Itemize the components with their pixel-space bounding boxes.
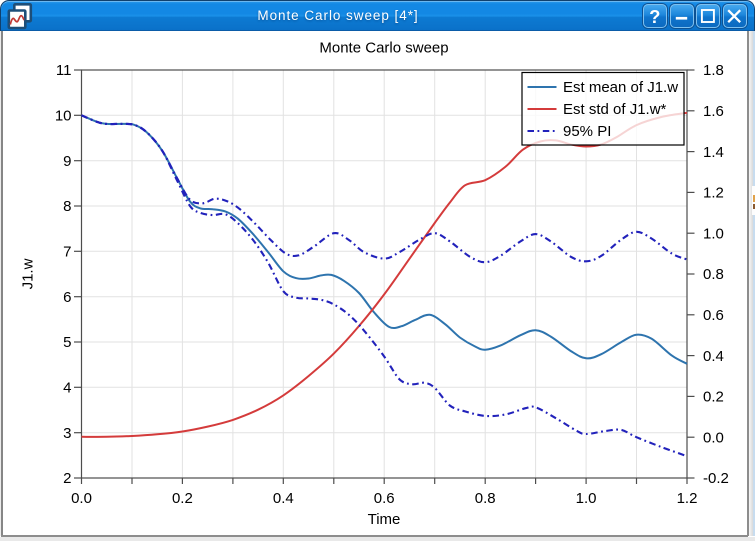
- svg-text:Monte Carlo sweep: Monte Carlo sweep: [319, 40, 448, 57]
- svg-text:4: 4: [63, 380, 71, 397]
- svg-text:1.6: 1.6: [703, 103, 724, 120]
- svg-text:5: 5: [63, 334, 71, 351]
- svg-text:0.8: 0.8: [475, 490, 496, 507]
- svg-text:0.2: 0.2: [172, 490, 193, 507]
- svg-text:Est mean of J1.w: Est mean of J1.w: [563, 79, 678, 96]
- svg-text:0.6: 0.6: [703, 307, 724, 324]
- svg-text:Est std of J1.w*: Est std of J1.w*: [563, 101, 667, 118]
- svg-text:0.6: 0.6: [374, 490, 395, 507]
- svg-text:1.0: 1.0: [576, 490, 597, 507]
- svg-text:9: 9: [63, 153, 71, 170]
- svg-text:0.2: 0.2: [703, 389, 724, 406]
- svg-text:1.2: 1.2: [677, 490, 698, 507]
- svg-text:95% PI: 95% PI: [563, 123, 611, 140]
- svg-text:J1.w: J1.w: [20, 258, 37, 289]
- svg-text:0.8: 0.8: [703, 266, 724, 283]
- svg-text:1.0: 1.0: [703, 225, 724, 242]
- svg-text:11: 11: [56, 62, 72, 79]
- svg-text:0.4: 0.4: [273, 490, 294, 507]
- svg-text:-0.2: -0.2: [703, 470, 729, 487]
- svg-text:3: 3: [63, 425, 71, 442]
- svg-text:2: 2: [63, 470, 71, 487]
- svg-text:Time: Time: [368, 511, 401, 528]
- svg-text:7: 7: [63, 244, 71, 261]
- svg-text:1.8: 1.8: [703, 62, 724, 79]
- svg-text:6: 6: [63, 289, 71, 306]
- svg-text:8: 8: [63, 198, 71, 215]
- svg-text:1.4: 1.4: [703, 144, 724, 161]
- svg-text:10: 10: [55, 108, 72, 125]
- svg-text:0.0: 0.0: [71, 490, 92, 507]
- svg-text:0.4: 0.4: [703, 348, 724, 365]
- svg-text:0.0: 0.0: [703, 429, 724, 446]
- svg-text:1.2: 1.2: [703, 185, 724, 202]
